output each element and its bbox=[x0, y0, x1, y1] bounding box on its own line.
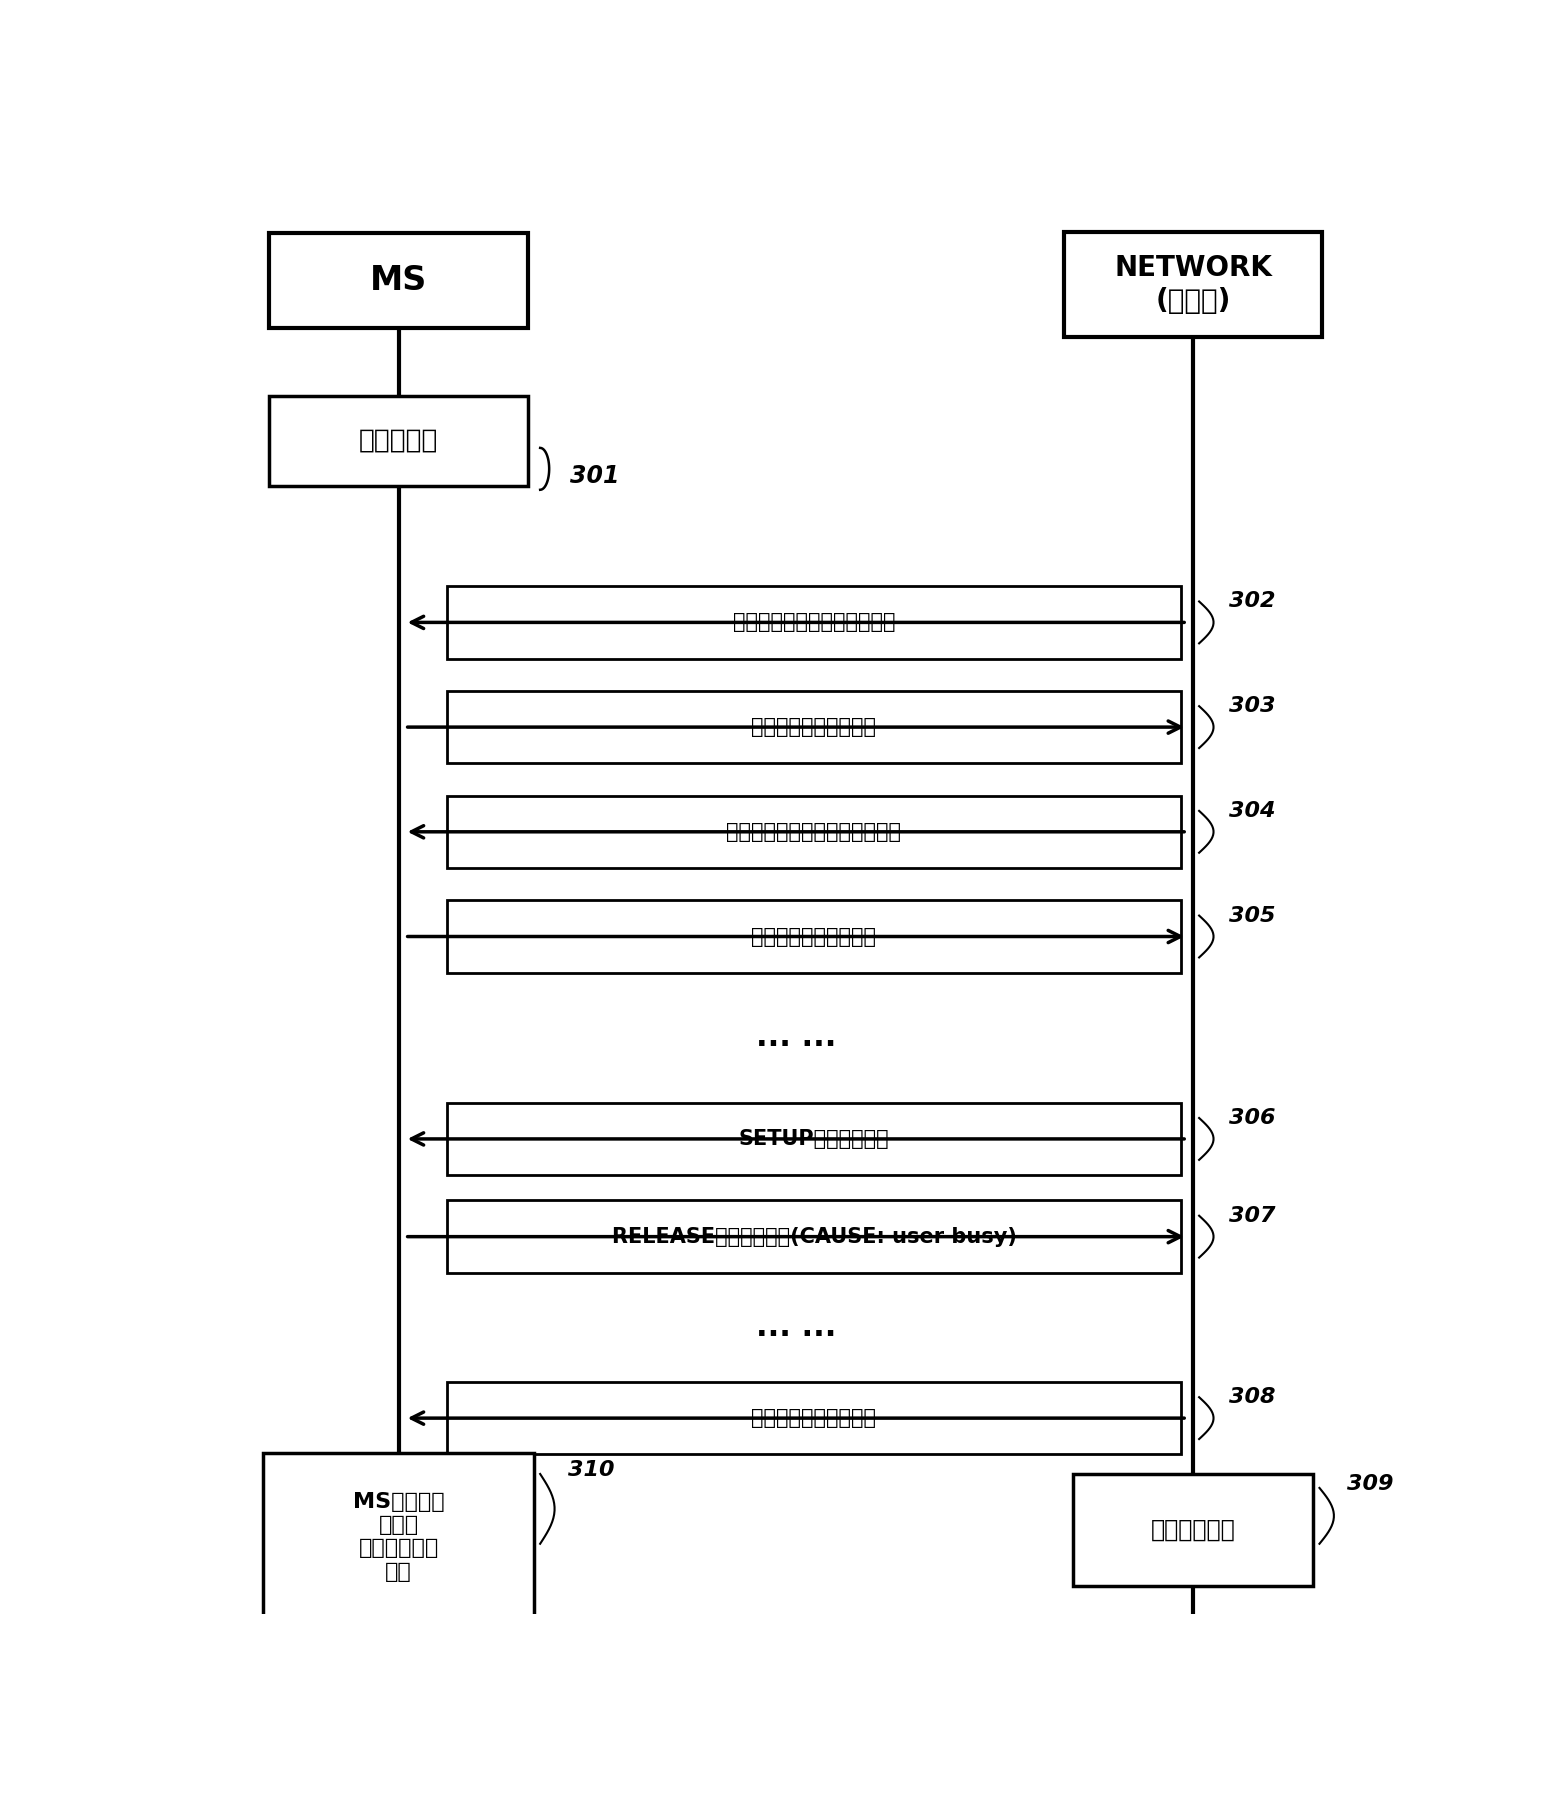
Text: 信道释放（信令信道）: 信道释放（信令信道） bbox=[752, 1409, 876, 1429]
FancyBboxPatch shape bbox=[447, 1102, 1180, 1175]
Text: MS: MS bbox=[370, 265, 427, 297]
Text: 寻呼（寻呼信道）（另一路）: 寻呼（寻呼信道）（另一路） bbox=[733, 613, 895, 633]
Text: MS一路通话
结束，
提示用户未接
来电: MS一路通话 结束， 提示用户未接 来电 bbox=[353, 1492, 444, 1581]
Text: ... ...: ... ... bbox=[756, 1023, 836, 1052]
Text: SETUP（信令信道）: SETUP（信令信道） bbox=[739, 1129, 890, 1149]
Text: NETWORK
(网络侧): NETWORK (网络侧) bbox=[1114, 254, 1272, 315]
Text: 一路通话中: 一路通话中 bbox=[359, 428, 438, 453]
FancyBboxPatch shape bbox=[447, 796, 1180, 868]
Text: 信令信道分配（公共控制信道）: 信令信道分配（公共控制信道） bbox=[727, 821, 901, 841]
Text: RELEASE（信令信道）(CAUSE: user busy): RELEASE（信令信道）(CAUSE: user busy) bbox=[612, 1227, 1016, 1247]
FancyBboxPatch shape bbox=[447, 1200, 1180, 1273]
FancyBboxPatch shape bbox=[1073, 1474, 1314, 1586]
FancyBboxPatch shape bbox=[1064, 232, 1323, 337]
Text: 303: 303 bbox=[1230, 696, 1275, 716]
FancyBboxPatch shape bbox=[447, 586, 1180, 658]
Text: 301: 301 bbox=[570, 464, 620, 488]
Text: ... ...: ... ... bbox=[756, 1313, 836, 1342]
Text: 304: 304 bbox=[1230, 801, 1275, 821]
Text: 305: 305 bbox=[1230, 905, 1275, 926]
Text: 309: 309 bbox=[1346, 1474, 1393, 1494]
FancyBboxPatch shape bbox=[264, 1452, 534, 1621]
FancyBboxPatch shape bbox=[269, 232, 528, 328]
Text: 向对端送忙音: 向对端送忙音 bbox=[1151, 1517, 1236, 1541]
FancyBboxPatch shape bbox=[447, 1382, 1180, 1454]
FancyBboxPatch shape bbox=[447, 691, 1180, 763]
Text: 寻呼响应（信令信道）: 寻呼响应（信令信道） bbox=[752, 926, 876, 946]
Text: 接入请求（接入信道）: 接入请求（接入信道） bbox=[752, 718, 876, 738]
FancyBboxPatch shape bbox=[269, 395, 528, 486]
FancyBboxPatch shape bbox=[447, 901, 1180, 974]
Text: 310: 310 bbox=[568, 1459, 615, 1479]
Text: 306: 306 bbox=[1230, 1108, 1275, 1128]
Text: 307: 307 bbox=[1230, 1206, 1275, 1226]
Text: 308: 308 bbox=[1230, 1387, 1275, 1407]
Text: 302: 302 bbox=[1230, 591, 1275, 611]
